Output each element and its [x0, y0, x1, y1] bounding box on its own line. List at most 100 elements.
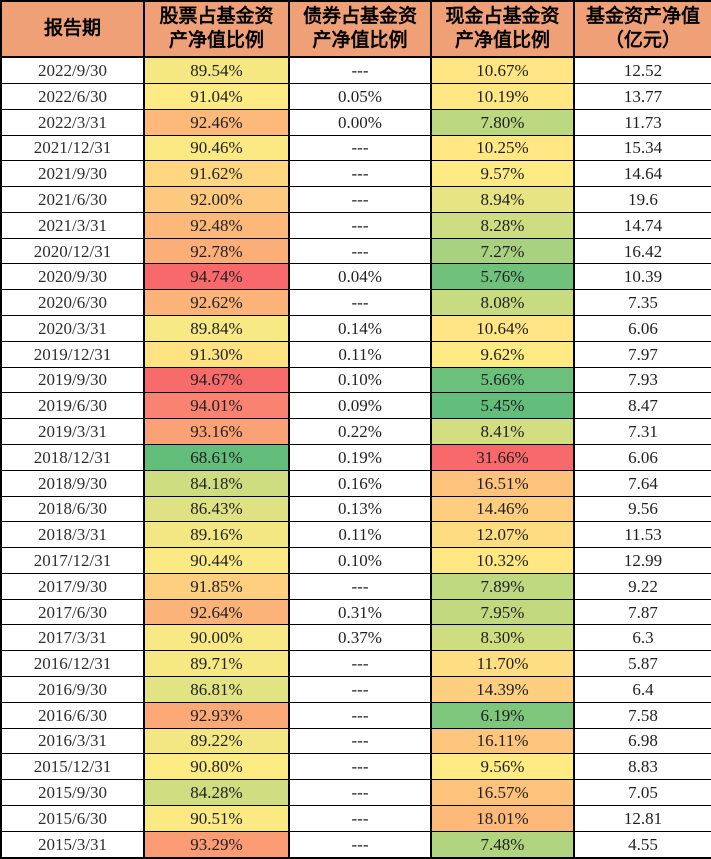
- cash-cell: 9.56%: [430, 753, 575, 781]
- date-cell: 2018/3/31: [0, 521, 145, 549]
- column-header-stock: 股票占基金资 产净值比例: [143, 0, 290, 58]
- stock-cell: 68.61%: [143, 443, 290, 471]
- table-row: 2016/3/31 89.22% --- 16.11% 6.98: [0, 727, 711, 755]
- bond-cell: 0.16%: [288, 469, 432, 497]
- stock-cell: 90.80%: [143, 753, 290, 781]
- stock-cell: 86.43%: [143, 495, 290, 523]
- stock-cell: 93.29%: [143, 830, 290, 859]
- bond-cell: 0.19%: [288, 443, 432, 471]
- date-cell: 2020/12/31: [0, 237, 145, 265]
- nav-cell: 7.05: [573, 779, 711, 806]
- table-row: 2018/12/31 68.61% 0.19% 31.66% 6.06: [0, 443, 711, 471]
- stock-cell: 92.48%: [143, 211, 290, 239]
- table-row: 2021/3/31 92.48% --- 8.28% 14.74: [0, 211, 711, 239]
- stock-cell: 91.30%: [143, 340, 290, 368]
- date-cell: 2021/6/30: [0, 186, 145, 213]
- table-row: 2021/12/31 90.46% --- 10.25% 15.34: [0, 134, 711, 162]
- table-row: 2022/6/30 91.04% 0.05% 10.19% 13.77: [0, 83, 711, 110]
- date-cell: 2022/3/31: [0, 108, 145, 136]
- table-row: 2019/12/31 91.30% 0.11% 9.62% 7.97: [0, 340, 711, 368]
- date-cell: 2021/3/31: [0, 211, 145, 239]
- cash-cell: 7.89%: [430, 572, 575, 600]
- bond-cell: ---: [288, 134, 432, 162]
- bond-cell: 0.31%: [288, 598, 432, 626]
- nav-cell: 6.06: [573, 315, 711, 342]
- nav-cell: 7.97: [573, 340, 711, 368]
- cash-cell: 10.19%: [430, 83, 575, 110]
- nav-cell: 6.06: [573, 443, 711, 471]
- bond-cell: 0.13%: [288, 495, 432, 523]
- nav-cell: 7.64: [573, 469, 711, 497]
- table-row: 2015/9/30 84.28% --- 16.57% 7.05: [0, 779, 711, 806]
- column-header-bond: 债券占基金资 产净值比例: [288, 0, 432, 58]
- nav-cell: 7.87: [573, 598, 711, 626]
- stock-cell: 84.18%: [143, 469, 290, 497]
- bond-cell: ---: [288, 779, 432, 806]
- table-row: 2018/9/30 84.18% 0.16% 16.51% 7.64: [0, 469, 711, 497]
- stock-cell: 92.64%: [143, 598, 290, 626]
- date-cell: 2015/6/30: [0, 804, 145, 832]
- bond-cell: 0.10%: [288, 366, 432, 394]
- cash-cell: 5.66%: [430, 366, 575, 394]
- nav-cell: 8.47: [573, 392, 711, 420]
- stock-cell: 86.81%: [143, 675, 290, 703]
- header-row: 报告期 股票占基金资 产净值比例 债券占基金资 产净值比例 现金占基金资 产净值比例基…: [0, 0, 711, 58]
- table-row: 2022/3/31 92.46% 0.00% 7.80% 11.73: [0, 108, 711, 136]
- bond-cell: 0.00%: [288, 108, 432, 136]
- cash-cell: 8.41%: [430, 418, 575, 445]
- table-row: 2016/12/31 89.71% --- 11.70% 5.87: [0, 650, 711, 677]
- nav-cell: 16.42: [573, 237, 711, 265]
- bond-cell: 0.11%: [288, 521, 432, 549]
- table-row: 2018/6/30 86.43% 0.13% 14.46% 9.56: [0, 495, 711, 523]
- cash-cell: 8.94%: [430, 186, 575, 213]
- bond-cell: ---: [288, 186, 432, 213]
- bond-cell: ---: [288, 237, 432, 265]
- cash-cell: 10.64%: [430, 315, 575, 342]
- bond-cell: 0.14%: [288, 315, 432, 342]
- bond-cell: 0.10%: [288, 547, 432, 574]
- cash-cell: 8.08%: [430, 289, 575, 317]
- table-row: 2017/3/31 90.00% 0.37% 8.30% 6.3: [0, 624, 711, 652]
- nav-cell: 9.22: [573, 572, 711, 600]
- date-cell: 2018/12/31: [0, 443, 145, 471]
- nav-cell: 7.93: [573, 366, 711, 394]
- date-cell: 2022/9/30: [0, 56, 145, 84]
- bond-cell: 0.37%: [288, 624, 432, 652]
- bond-cell: 0.22%: [288, 418, 432, 445]
- bond-cell: ---: [288, 572, 432, 600]
- nav-cell: 9.56: [573, 495, 711, 523]
- date-cell: 2016/9/30: [0, 675, 145, 703]
- table-body: 2022/9/30 89.54% --- 10.67% 12.52 2022/6/30 91…: [0, 56, 711, 859]
- cash-cell: 10.25%: [430, 134, 575, 162]
- stock-cell: 89.84%: [143, 315, 290, 342]
- stock-cell: 90.46%: [143, 134, 290, 162]
- stock-cell: 90.00%: [143, 624, 290, 652]
- cash-cell: 6.19%: [430, 701, 575, 729]
- date-cell: 2020/3/31: [0, 315, 145, 342]
- cash-cell: 7.27%: [430, 237, 575, 265]
- nav-cell: 5.87: [573, 650, 711, 677]
- nav-cell: 8.83: [573, 753, 711, 781]
- bond-cell: 0.11%: [288, 340, 432, 368]
- table-row: 2022/9/30 89.54% --- 10.67% 12.52: [0, 56, 711, 84]
- bond-cell: ---: [288, 211, 432, 239]
- nav-cell: 6.4: [573, 675, 711, 703]
- stock-cell: 94.01%: [143, 392, 290, 420]
- nav-cell: 15.34: [573, 134, 711, 162]
- bond-cell: 0.04%: [288, 263, 432, 291]
- cash-cell: 5.45%: [430, 392, 575, 420]
- cash-cell: 10.32%: [430, 547, 575, 574]
- table-row: 2020/12/31 92.78% --- 7.27% 16.42: [0, 237, 711, 265]
- date-cell: 2018/9/30: [0, 469, 145, 497]
- cash-cell: 14.46%: [430, 495, 575, 523]
- nav-cell: 13.77: [573, 83, 711, 110]
- stock-cell: 92.93%: [143, 701, 290, 729]
- nav-cell: 4.55: [573, 830, 711, 859]
- nav-cell: 6.3: [573, 624, 711, 652]
- date-cell: 2020/6/30: [0, 289, 145, 317]
- bond-cell: ---: [288, 56, 432, 84]
- nav-cell: 14.64: [573, 160, 711, 188]
- stock-cell: 89.22%: [143, 727, 290, 755]
- table-row: 2016/6/30 92.93% --- 6.19% 7.58: [0, 701, 711, 729]
- nav-cell: 12.99: [573, 547, 711, 574]
